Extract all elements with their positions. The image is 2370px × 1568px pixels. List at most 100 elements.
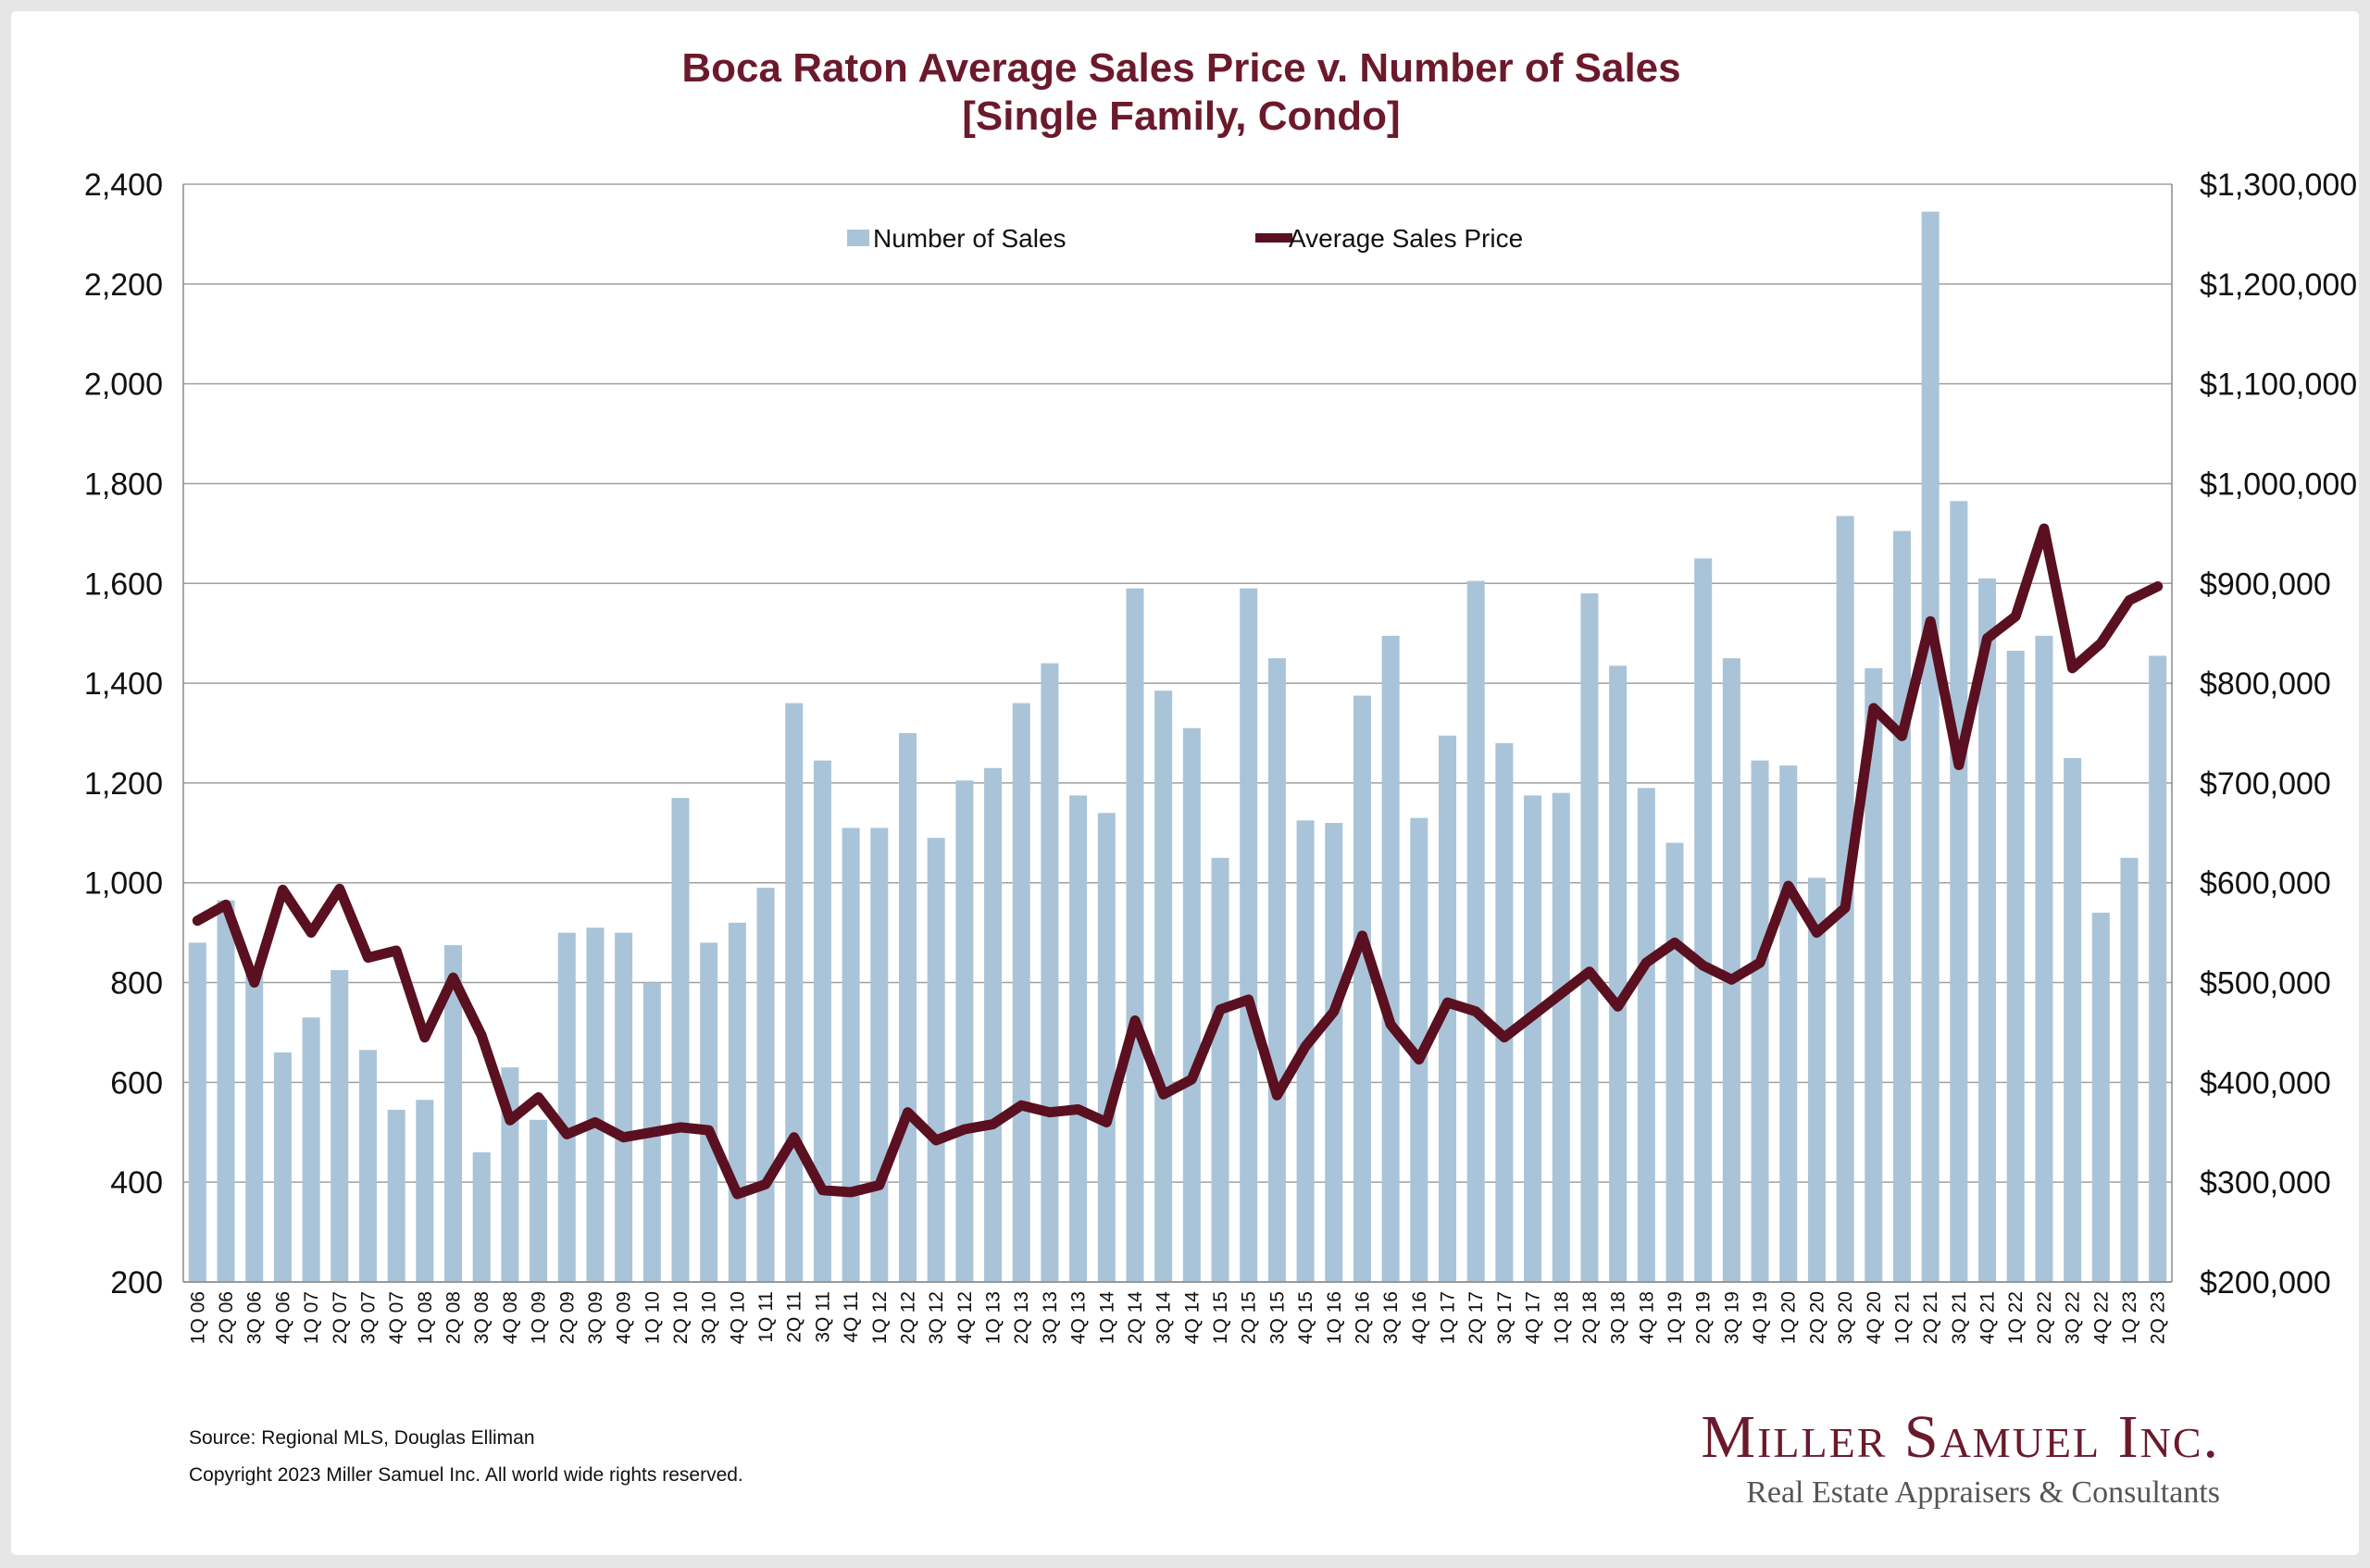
point-average-sales-price — [1702, 964, 1704, 967]
x-tick-label: 2Q 09 — [556, 1291, 578, 1344]
x-tick-label: 2Q 10 — [670, 1291, 692, 1344]
point-average-sales-price — [906, 1111, 909, 1114]
x-tick-label: 1Q 17 — [1438, 1291, 1459, 1344]
y-left-tick-label: 400 — [110, 1165, 163, 1201]
y-left-tick-label: 800 — [110, 966, 163, 1002]
x-tick-label: 4Q 16 — [1409, 1291, 1430, 1344]
x-tick-label: 2Q 22 — [2034, 1291, 2055, 1344]
x-tick-label: 1Q 18 — [1551, 1291, 1572, 1344]
point-average-sales-price — [765, 1183, 767, 1186]
point-average-sales-price — [1048, 1111, 1051, 1114]
bar-number-of-sales — [2064, 757, 2082, 1282]
point-average-sales-price — [1901, 735, 1903, 738]
x-tick-label: 1Q 23 — [2119, 1291, 2140, 1344]
x-tick-label: 1Q 12 — [869, 1291, 891, 1344]
bar-number-of-sales — [700, 942, 718, 1282]
point-average-sales-price — [1304, 1045, 1307, 1048]
x-tick-label: 3Q 19 — [1721, 1291, 1742, 1344]
point-average-sales-price — [1503, 1036, 1505, 1039]
bar-number-of-sales — [842, 828, 860, 1282]
bar-number-of-sales — [1779, 765, 1798, 1282]
bar-number-of-sales — [1552, 792, 1570, 1282]
bar-number-of-sales — [2091, 913, 2110, 1282]
x-tick-label: 4Q 15 — [1295, 1291, 1316, 1344]
point-average-sales-price — [1361, 934, 1364, 937]
bar-number-of-sales — [1495, 742, 1514, 1282]
point-average-sales-price — [792, 1136, 795, 1139]
x-tick-label: 1Q 14 — [1096, 1291, 1117, 1345]
x-tick-label: 4Q 19 — [1750, 1291, 1771, 1344]
bar-number-of-sales — [728, 922, 746, 1282]
point-average-sales-price — [1844, 906, 1847, 909]
x-tick-label: 2Q 23 — [2148, 1291, 2169, 1344]
y-left-tick-label: 600 — [110, 1065, 163, 1101]
point-average-sales-price — [1162, 1093, 1165, 1096]
point-average-sales-price — [1759, 961, 1762, 964]
x-tick-label: 3Q 10 — [699, 1291, 720, 1344]
point-average-sales-price — [680, 1126, 681, 1128]
y-left-tick-label: 1,400 — [84, 666, 163, 702]
bar-number-of-sales — [1325, 823, 1343, 1282]
x-tick-label: 2Q 12 — [897, 1291, 918, 1344]
bar-number-of-sales — [615, 932, 633, 1282]
bar-number-of-sales — [1154, 691, 1173, 1282]
bar-number-of-sales — [1694, 558, 1713, 1282]
x-tick-label: 4Q 21 — [1977, 1291, 1999, 1344]
bar-number-of-sales — [586, 927, 605, 1282]
bar-number-of-sales — [2149, 655, 2167, 1282]
x-tick-label: 2Q 21 — [1920, 1291, 1941, 1344]
bar-number-of-sales — [245, 972, 264, 1282]
point-average-sales-price — [1929, 620, 1932, 623]
y-left-tick-label: 2,200 — [84, 268, 163, 303]
y-right-tick-label: $1,100,000 — [2200, 367, 2357, 403]
point-average-sales-price — [1020, 1104, 1023, 1107]
y-right-tick-label: $1,200,000 — [2200, 268, 2357, 303]
bar-number-of-sales — [530, 1119, 548, 1282]
point-average-sales-price — [1219, 1008, 1222, 1011]
point-average-sales-price — [1390, 1023, 1392, 1026]
x-tick-label: 3Q 16 — [1380, 1291, 1402, 1344]
bar-number-of-sales — [1807, 877, 1826, 1282]
point-average-sales-price — [821, 1188, 824, 1191]
bar-number-of-sales — [813, 760, 831, 1282]
x-tick-label: 3Q 07 — [357, 1291, 379, 1344]
point-average-sales-price — [196, 919, 199, 922]
bar-number-of-sales — [1580, 593, 1599, 1282]
point-average-sales-price — [2014, 615, 2017, 617]
point-average-sales-price — [281, 889, 284, 891]
y-right-tick-label: $200,000 — [2200, 1265, 2331, 1300]
point-average-sales-price — [1560, 992, 1563, 995]
bar-number-of-sales — [955, 780, 974, 1282]
x-tick-label: 4Q 09 — [614, 1291, 635, 1344]
x-tick-label: 2Q 20 — [1806, 1291, 1827, 1344]
point-average-sales-price — [537, 1096, 540, 1099]
legend-label-average-sales-price: Average Sales Price — [1289, 224, 1523, 253]
x-tick-label: 2Q 17 — [1466, 1291, 1487, 1344]
point-average-sales-price — [622, 1136, 625, 1139]
y-left-tick-label: 1,200 — [84, 766, 163, 802]
legend-label-number-of-sales: Number of Sales — [873, 224, 1066, 253]
bar-number-of-sales — [331, 970, 349, 1282]
series-line-average-sales-price — [192, 523, 2164, 1200]
x-tick-label: 1Q 13 — [983, 1291, 1004, 1344]
point-average-sales-price — [2127, 599, 2130, 602]
point-average-sales-price — [963, 1128, 966, 1131]
bar-number-of-sales — [671, 798, 690, 1282]
bar-number-of-sales — [444, 945, 463, 1282]
bar-number-of-sales — [1353, 695, 1371, 1282]
bar-number-of-sales — [188, 942, 206, 1282]
point-average-sales-price — [2042, 527, 2045, 529]
bar-number-of-sales — [1978, 578, 1997, 1282]
x-tick-label: 1Q 20 — [1778, 1291, 1800, 1344]
bar-number-of-sales — [2006, 651, 2025, 1282]
brand-name: Miller Samuel Inc. — [1701, 1403, 2220, 1471]
y-left-tick-label: 200 — [110, 1265, 163, 1300]
point-average-sales-price — [1446, 1002, 1449, 1004]
point-average-sales-price — [1674, 941, 1676, 944]
x-tick-label: 1Q 10 — [642, 1291, 663, 1344]
point-average-sales-price — [367, 956, 369, 959]
point-average-sales-price — [1332, 1010, 1335, 1013]
x-tick-label: 2Q 18 — [1579, 1291, 1601, 1344]
point-average-sales-price — [452, 977, 455, 979]
x-tick-label: 1Q 15 — [1210, 1291, 1231, 1344]
